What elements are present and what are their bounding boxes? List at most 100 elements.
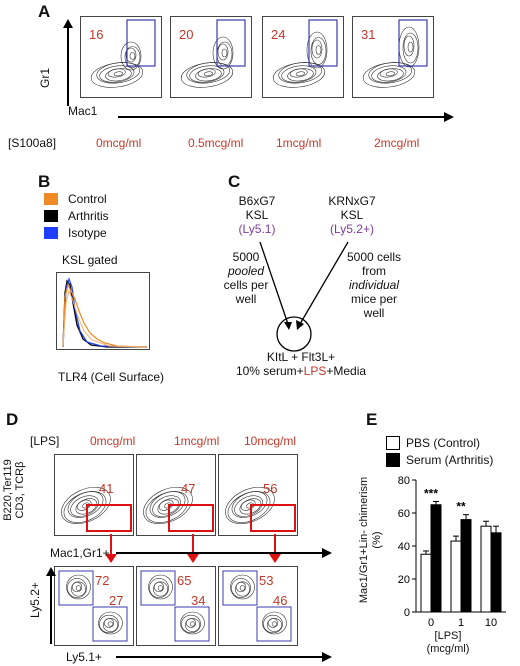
left-cell-text-2: pooled <box>227 264 265 278</box>
culture-line-2-pre: 10% serum+ <box>235 364 304 378</box>
panel-a-letter: A <box>38 2 51 21</box>
facs-contours <box>272 19 338 88</box>
bar <box>420 553 432 613</box>
panel-c-letter: C <box>228 172 241 191</box>
panel-e-x-label-text: [LPS] (mcg/ml) <box>426 630 470 655</box>
chimerism-contours <box>58 570 128 642</box>
panel-d-y-label-top: B220,Ter119 CD3, TCRβ <box>2 450 26 530</box>
gate-box <box>398 19 428 67</box>
legend-item-arthritis: Arthritis <box>44 207 109 224</box>
culture-line-2-lps: LPS <box>303 364 327 378</box>
gate-arrow <box>105 534 117 563</box>
gate-percent: 16 <box>89 27 104 42</box>
x-tick-label: 1 <box>458 617 464 629</box>
right-cell-text-1: 5000 cells <box>346 250 402 264</box>
y-tick-label: 80 <box>398 475 410 487</box>
mac1-gr1-gate <box>86 504 132 532</box>
panel-e-x-label: [LPS] (mcg/ml) <box>418 630 478 656</box>
panel-a-dose-1: 0mcg/ml <box>96 136 142 150</box>
legend-label-arthritis: Arthritis <box>68 208 109 223</box>
culture-line-1: KItL + Flt3L+ <box>266 350 336 364</box>
legend-swatch-isotype <box>44 226 58 239</box>
ly52-gate <box>222 570 258 606</box>
legend-swatch-arthritis <box>44 209 58 222</box>
ly51-percent: 34 <box>191 593 206 608</box>
bar <box>460 519 472 613</box>
ly52-percent: 65 <box>177 573 192 588</box>
donor-left-line2: KSL <box>245 208 269 222</box>
lineage-dot-plot <box>143 486 214 532</box>
panel-d-dose-1: 0mcg/ml <box>90 434 136 448</box>
panel-e-bar-chart: 0 20 40 60 80 0 *** 1 ** 10 <box>398 475 506 629</box>
panel-a-dose-3: 1mcg/ml <box>276 136 322 150</box>
bar <box>450 540 462 613</box>
panel-d-dose-2: 1mcg/ml <box>174 434 220 448</box>
left-cell-text: 5000 pooled cells per well <box>218 250 274 306</box>
panel-e-legend: PBS (Control) Serum (Arthritis) <box>386 434 493 468</box>
right-cell-text: 5000 cells from individual mice per well <box>334 250 414 320</box>
panel-b-histogram <box>56 272 150 350</box>
left-cell-text-4: well <box>235 292 257 306</box>
legend-swatch-control <box>44 192 58 205</box>
gate-box <box>126 19 156 67</box>
panel-d-y-label-top-1: B220,Ter119 <box>2 459 14 521</box>
panel-d-bottom-plot: 72 27 <box>54 566 134 646</box>
ly52-percent: 72 <box>95 573 110 588</box>
panel-d-y-label-bottom: Ly5.2+ <box>28 582 42 618</box>
panel-d-x-arrow-bottom <box>116 652 332 662</box>
y-tick-label: 60 <box>398 508 410 520</box>
donor-right-line2: KSL <box>340 208 364 222</box>
panel-e-legend-item-2: Serum (Arthritis) <box>386 451 493 468</box>
panel-a-facs-plot: 20 <box>170 16 252 98</box>
donor-right-line1: KRNxG7 <box>328 194 376 208</box>
panel-a-row-label: [S100a8] <box>8 136 57 150</box>
legend-label-isotype: Isotype <box>68 225 107 240</box>
panel-e-legend-item-1: PBS (Control) <box>386 434 493 451</box>
gate-percent: 20 <box>179 27 194 42</box>
lineage-dot-plot <box>61 486 132 532</box>
panel-d-x-label-top: Mac1,Gr1+ <box>50 546 110 560</box>
ly51-percent: 46 <box>273 593 288 608</box>
ly52-gate <box>140 570 176 606</box>
legend-item-isotype: Isotype <box>44 224 109 241</box>
y-tick-label: 0 <box>404 607 410 619</box>
x-tick-label: 0 <box>428 617 434 629</box>
right-cell-text-4: mice per <box>350 292 397 306</box>
facs-contours <box>180 19 246 88</box>
panel-a-x-arrow <box>118 112 454 122</box>
panel-b-x-label: TLR4 (Cell Surface) <box>58 370 165 384</box>
gate-percent: 41 <box>99 481 114 496</box>
panel-a-dose-2: 0.5mcg/ml <box>188 136 244 150</box>
bar <box>430 504 442 613</box>
panel-b-legend: Control Arthritis Isotype <box>44 190 109 241</box>
panel-d-dose-3: 10mcg/ml <box>244 434 297 448</box>
panel-b-title: KSL gated <box>62 253 118 267</box>
panel-a-y-label: Gr1 <box>38 67 52 88</box>
panel-e-letter: E <box>366 410 378 429</box>
panel-a-x-label: Mac1 <box>68 104 98 118</box>
panel-d-y-label-top-2: CD3, TCRβ <box>14 461 26 519</box>
panel-b-letter: B <box>38 172 51 191</box>
significance-marker: *** <box>424 486 438 500</box>
ly51-gate <box>174 606 210 642</box>
panel-d-letter: D <box>6 410 19 429</box>
panel-e-legend-label-2: Serum (Arthritis) <box>406 452 494 467</box>
panel-d-bottom-plot: 65 34 <box>136 566 216 646</box>
panel-d-row-label: [LPS] <box>30 434 60 448</box>
mac1-gr1-gate <box>250 504 296 532</box>
donor-left-line3: (Ly5.1) <box>238 222 276 236</box>
histogram-curves <box>62 277 148 348</box>
donor-right-line3: (Ly5.2+) <box>330 222 374 236</box>
lineage-dot-plot <box>225 486 296 532</box>
panel-c-arrows <box>259 241 349 352</box>
panel-e-legend-label-1: PBS (Control) <box>406 435 481 450</box>
significance-marker: ** <box>456 500 466 514</box>
right-cell-text-3: individual <box>348 278 400 292</box>
panel-d-top-plot: 41 <box>54 454 134 536</box>
donor-right: KRNxG7 KSL (Ly5.2+) <box>312 194 392 236</box>
ly52-percent: 53 <box>259 573 274 588</box>
y-tick-label: 20 <box>398 574 410 586</box>
panel-d-x-arrow-top <box>116 548 332 558</box>
gate-percent: 31 <box>361 27 376 42</box>
panel-a-facs-plot: 16 <box>80 16 162 98</box>
